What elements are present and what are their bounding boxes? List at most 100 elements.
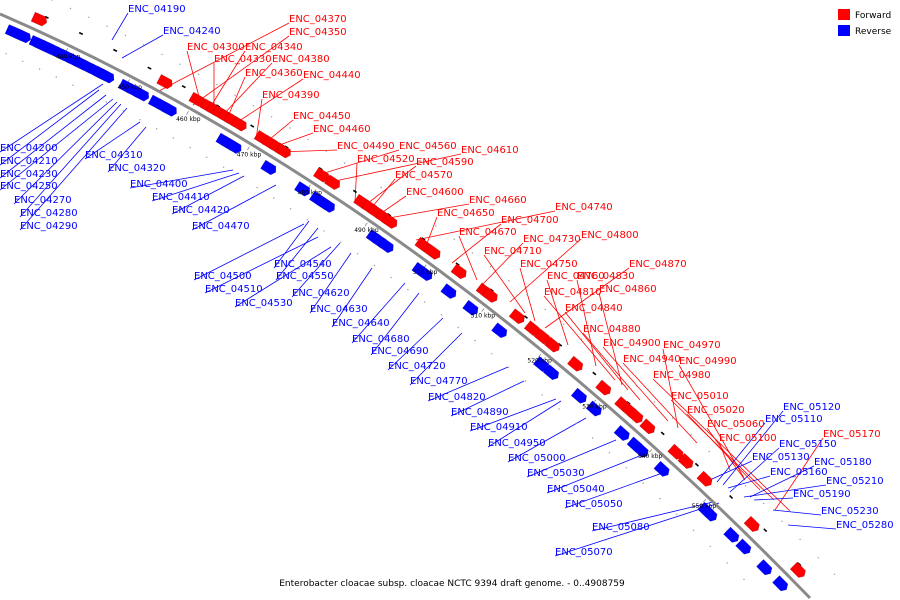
gene-label-enc-04910: ENC_04910 [470,422,528,433]
gene-label-enc-04500: ENC_04500 [194,271,252,282]
gene-label-enc-04940: ENC_04940 [623,354,681,365]
gene-label-enc-04750: ENC_04750 [520,259,578,270]
track-dot [608,452,611,454]
leader-line-enc-05210 [743,484,827,498]
tick-mark [113,48,118,53]
reverse-gene-33 [416,265,433,282]
leader-line-enc-05170 [774,437,824,511]
leader-line-enc-04510 [204,236,319,294]
track-dot [744,485,747,487]
leader-line-enc-04610 [325,153,462,184]
gene-labels: 440 kbp 450 kbp 460 kbp 470 kbp 480 kbp 490 k… [0,4,894,558]
gene-label-enc-04190: ENC_04190 [128,4,186,15]
scale-label-520-kbp: 520 kbp [527,358,552,365]
forward-gene-24 [481,286,498,303]
gene-label-enc-05180: ENC_05180 [814,457,872,468]
track-dot [344,162,346,164]
gene-label-enc-04700: ENC_04700 [501,215,559,226]
gene-label-enc-05030: ENC_05030 [527,468,585,479]
tick-mark [455,262,460,267]
leader-line-enc-04680 [351,282,406,344]
leader-line-enc-04380 [219,62,273,119]
track-dot [457,326,459,329]
leader-line-enc-05030 [526,439,617,478]
tick-mark [147,66,152,70]
track-dot [817,557,819,559]
track-dot [562,323,565,325]
reverse-gene-20 [160,101,177,117]
tick-mark [181,84,186,89]
gene-label-enc-05190: ENC_05190 [793,489,851,500]
track-dot [51,0,53,1]
leader-line-enc-04190 [111,12,129,41]
leader-line-enc-05160 [727,475,771,489]
track-dot [89,92,91,95]
legend-label-forward: Forward [855,11,891,21]
gene-label-enc-04350: ENC_04350 [289,27,347,38]
leader-line-enc-04910 [469,398,557,432]
reverse-gene-41 [613,424,630,441]
leader-line-enc-04540 [273,220,310,269]
track-dot [72,84,74,86]
reverse-gene-35 [462,299,479,316]
track-dot [833,573,836,575]
forward-gene-29 [566,355,584,372]
track-dot [124,34,127,37]
gene-label-enc-04250: ENC_04250 [0,181,58,192]
gene-label-enc-04330: ENC_04330 [214,54,272,65]
reverse-gene-17 [132,86,150,102]
tick-mark [250,124,255,128]
scale-tick [364,222,368,227]
gene-label-enc-04380: ENC_04380 [272,54,330,65]
gene-label-enc-04390: ENC_04390 [262,90,320,101]
track-dot [653,401,656,403]
track-dot [743,578,745,581]
leader-lines [0,12,837,557]
gene-label-enc-04900: ENC_04900 [603,338,661,349]
forward-gene-35 [667,443,684,460]
reverse-gene-40 [585,400,602,417]
track-dot [625,467,627,469]
gene-label-enc-04660: ENC_04660 [469,195,527,206]
track-dot [591,437,594,439]
reverse-gene-24 [260,159,277,176]
leader-line-enc-04620 [291,242,341,298]
scale-tick [247,146,250,151]
scale-label-450-kbp: 450 kbp [118,84,143,91]
track-dot [417,212,419,214]
track-dot [491,353,493,355]
gene-label-enc-04460: ENC_04460 [313,124,371,135]
track-dot [122,110,124,112]
leader-line-enc-04530 [234,246,332,308]
gene-label-enc-05170: ENC_05170 [823,429,881,440]
leader-line-enc-05040 [546,454,643,494]
leader-line-enc-04370 [158,22,290,92]
tick-mark [78,31,84,36]
leader-line-enc-04890 [450,380,525,417]
track-dot [222,166,225,168]
leader-line-enc-04660 [382,203,470,220]
gene-label-enc-04800: ENC_04800 [581,230,639,241]
reverse-gene-23 [225,138,242,154]
gene-label-enc-04710: ENC_04710 [484,246,542,257]
track-dot [398,199,401,201]
track-dot [105,101,108,103]
forward-gene-21 [424,243,441,260]
tick-mark [694,462,699,467]
leader-line-enc-04270 [13,101,118,205]
track-dot [507,366,510,368]
leader-line-enc-05130 [711,460,753,480]
track-dot [306,219,308,221]
track-dot [642,482,644,484]
gene-label-enc-05070: ENC_05070 [555,547,613,558]
scale-label-460-kbp: 460 kbp [176,116,201,123]
gene-label-enc-05010: ENC_05010 [671,391,729,402]
gene-label-enc-04590: ENC_04590 [416,157,474,168]
leader-line-enc-04310 [84,121,141,160]
gene-label-enc-04490: ENC_04490 [337,141,395,152]
track-dot [726,562,728,564]
leader-line-enc-05060 [706,427,746,481]
leader-line-enc-04690 [370,292,420,356]
track-dot [356,253,359,255]
gene-label-enc-05120: ENC_05120 [783,402,841,413]
